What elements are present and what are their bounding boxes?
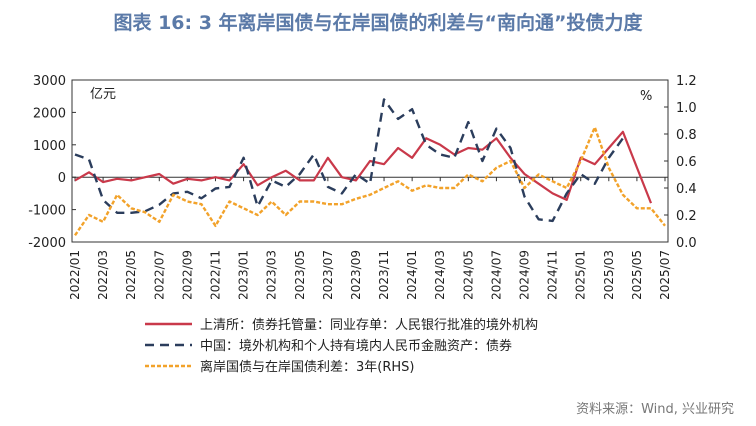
- x-tick-label: 2023/05: [293, 250, 307, 300]
- y-left-tick-label: -2000: [28, 236, 66, 251]
- x-tick-label: 2025/03: [602, 250, 616, 300]
- x-tick-label: 2024/07: [489, 250, 503, 300]
- x-tick-label: 2024/01: [405, 250, 419, 300]
- series-line-1: [74, 130, 653, 204]
- x-tick-label: 2024/05: [461, 250, 475, 300]
- y-right-tick-label: 0.4: [676, 182, 697, 197]
- y-left-tick-label: -1000: [28, 204, 66, 219]
- legend-label-3: 离岸国债与在岸国债利差：3年(RHS): [200, 359, 414, 375]
- right-unit-label: %: [640, 89, 652, 104]
- series-line-2: [74, 98, 624, 223]
- x-tick-label: 2024/03: [433, 250, 447, 300]
- y-right-tick-label: 1.0: [676, 101, 697, 116]
- x-tick-label: 2025/05: [630, 250, 644, 300]
- legend-label-2: 中国：境外机构和个人持有境内人民币金融资产：债券: [200, 338, 512, 354]
- y-left-tick-label: 0: [58, 171, 66, 186]
- x-tick-label: 2023/01: [237, 250, 251, 300]
- x-tick-label: 2022/07: [152, 250, 166, 300]
- series-layer: [74, 98, 666, 236]
- x-tick-label: 2022/03: [96, 250, 110, 300]
- x-tick-label: 2025/07: [658, 250, 672, 300]
- x-tick-label: 2022/09: [180, 250, 194, 300]
- legend: 上清所：债券托管量：同业存单：人民银行批准的境外机构中国：境外机构和个人持有境内…: [145, 317, 538, 375]
- x-tick-label: 2024/09: [518, 250, 532, 300]
- x-tick-label: 2025/01: [574, 250, 588, 300]
- x-tick-label: 2022/11: [208, 250, 222, 300]
- source-note: 资料来源：Wind, 兴业研究: [576, 402, 734, 417]
- chart-title: 图表 16: 3 年离岸国债与在岸国债的利差与“南向通”投债力度: [113, 12, 643, 34]
- x-tick-label: 2022/05: [124, 250, 138, 300]
- x-tick-label: 2023/07: [321, 250, 335, 300]
- y-right-tick-label: 0.8: [676, 128, 697, 143]
- legend-label-1: 上清所：债券托管量：同业存单：人民银行批准的境外机构: [200, 317, 538, 333]
- y-right-tick-label: 0.0: [676, 236, 697, 251]
- x-tick-label: 2024/11: [546, 250, 560, 300]
- y-left-tick-label: 1000: [33, 139, 66, 154]
- axis-layer: 3000 2000 1000 0 -1000 -2000 1.2 1.0 0.8 0.6 0.4 0.…: [28, 74, 696, 300]
- x-tick-label: 2023/03: [265, 250, 279, 300]
- x-tick-label: 2022/01: [68, 250, 82, 300]
- x-tick-label: 2023/09: [349, 250, 363, 300]
- series-line-3: [74, 126, 666, 236]
- y-right-tick-label: 0.6: [676, 155, 697, 170]
- y-left-tick-label: 2000: [33, 106, 66, 121]
- y-right-tick-label: 1.2: [676, 74, 697, 89]
- y-right-tick-label: 0.2: [676, 209, 697, 224]
- x-tick-label: 2023/11: [377, 250, 391, 300]
- left-unit-label: 亿元: [90, 87, 116, 102]
- y-left-tick-label: 3000: [33, 74, 66, 89]
